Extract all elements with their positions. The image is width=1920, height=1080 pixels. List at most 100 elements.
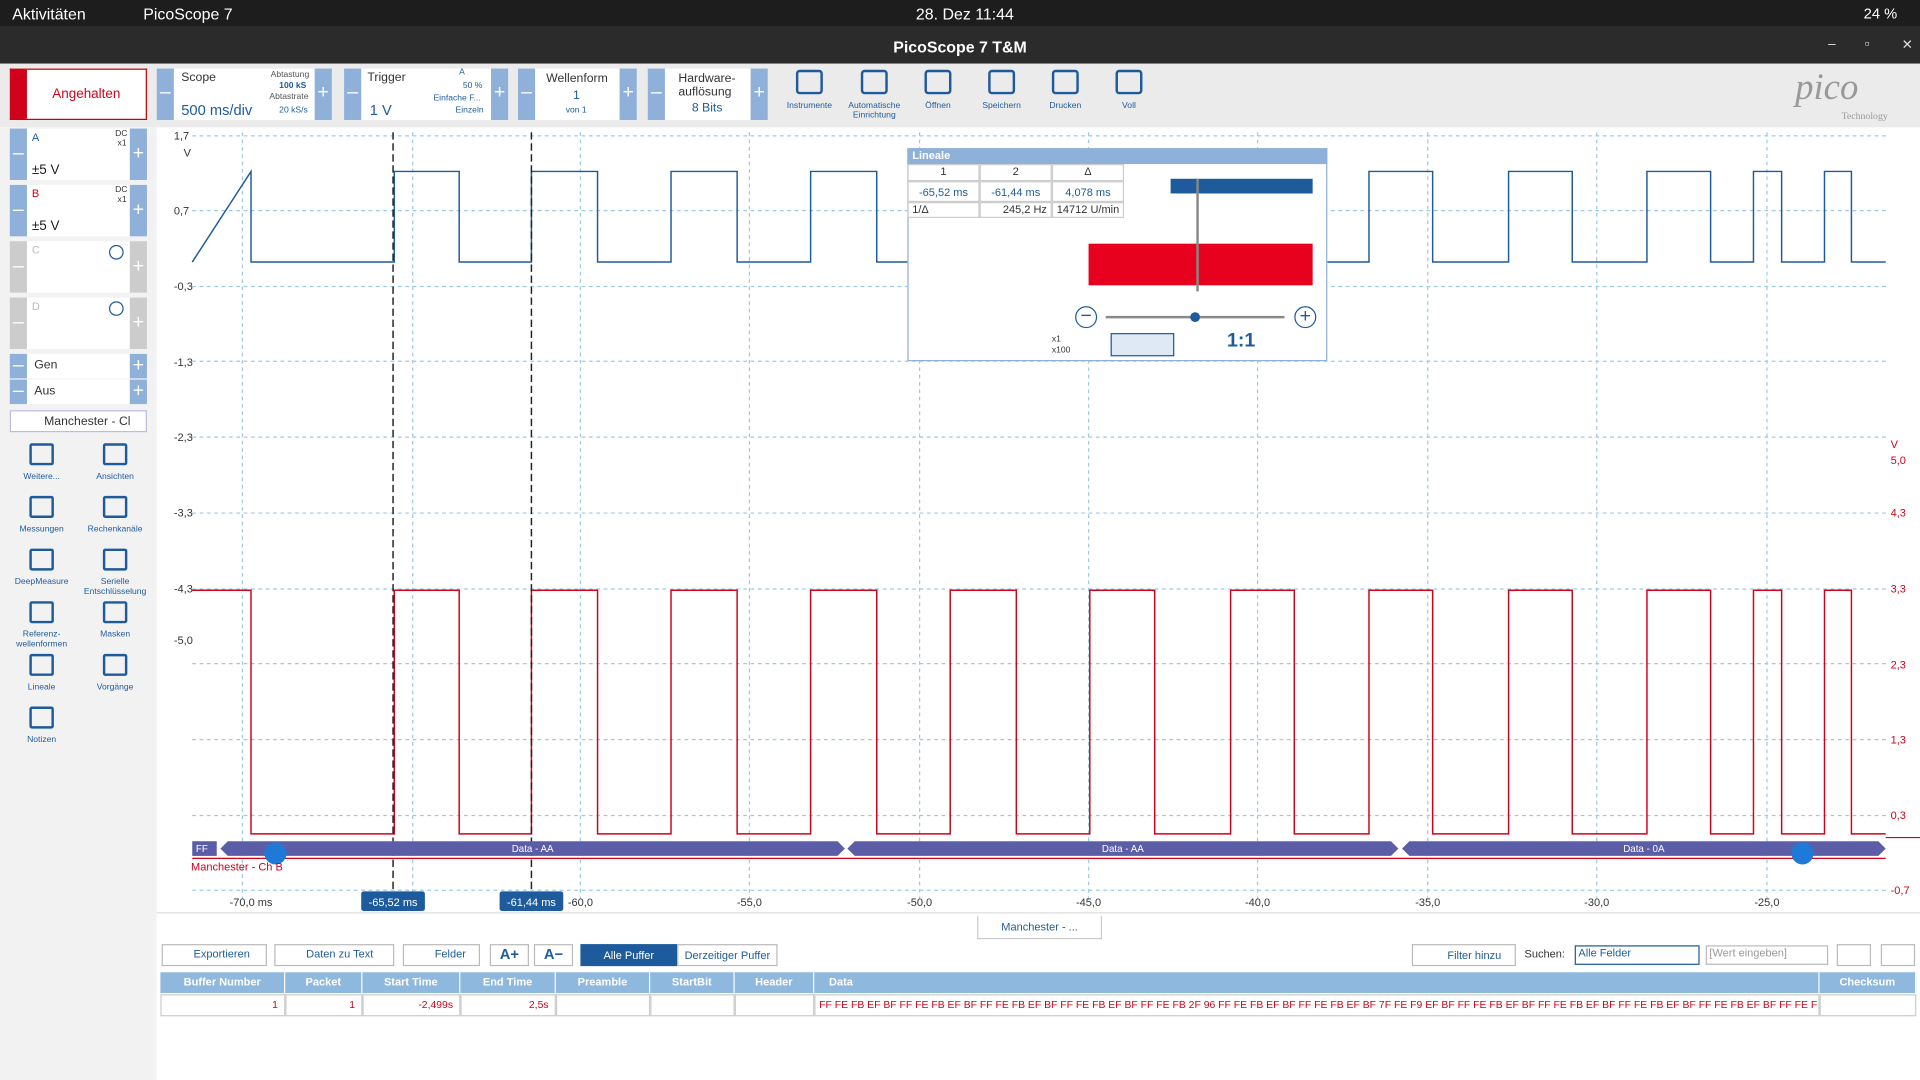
x-axis-label: -60,0 [568,897,593,909]
filter-button[interactable]: Filter hinzu [1411,944,1516,967]
tool-icon[interactable] [1051,69,1079,95]
tool-icon[interactable] [29,601,54,624]
table-cell [814,994,1820,1017]
table-header[interactable]: End Time [460,972,556,994]
probe: x1 [117,139,127,149]
tool-icon[interactable] [988,69,1016,95]
gen-box [9,353,147,379]
tool-icon[interactable] [924,69,952,95]
app-menu[interactable]: PicoScope 7 [143,4,233,24]
nav-button[interactable] [1791,842,1814,865]
minus-button[interactable]: – [9,379,27,405]
activities[interactable]: Aktivitäten [12,4,86,24]
tab[interactable]: Manchester - ... [977,915,1103,940]
tool-icon[interactable] [29,548,54,571]
minus-button[interactable]: – [9,128,27,180]
window-button[interactable]: – [1828,36,1836,52]
minus-button[interactable]: – [9,353,27,379]
minus-button[interactable]: – [9,297,27,349]
nav-button[interactable] [1880,944,1916,967]
label: auflösung [678,85,732,100]
nav-button[interactable] [264,842,287,865]
table-header[interactable]: Packet [285,972,363,994]
y2-axis-label: 3,3 [1891,584,1906,596]
tool-label: Öffnen [925,101,951,111]
tool-icon[interactable] [102,653,128,676]
y-axis-label: 1,7 [174,131,189,143]
plus-button[interactable]: + [750,68,768,120]
table-header[interactable]: Checksum [1819,972,1917,994]
table-header[interactable]: Preamble [555,972,651,994]
tool-icon[interactable] [29,706,54,729]
enable-icon[interactable] [108,244,124,260]
minus-button[interactable]: – [156,68,174,120]
button[interactable] [161,944,267,967]
font-button[interactable]: A+ [489,944,529,967]
table-header[interactable]: Start Time [362,972,461,994]
tool-icon[interactable] [29,495,54,518]
plus-button[interactable]: + [129,241,147,293]
window-button[interactable]: ▫ [1864,36,1870,52]
button[interactable] [274,944,395,967]
overview-a [1170,178,1313,194]
table-cell [650,994,735,1017]
table-header[interactable]: StartBit [650,972,735,994]
x-axis-label: -45,0 [1076,897,1101,909]
toggle-on[interactable]: Alle Puffer [580,944,678,967]
table-value: FF FE FB EF BF FF FE FB EF BF FF FE FB E… [819,997,1818,1011]
minus-button[interactable]: – [517,68,536,120]
tool-label: DeepMeasure [14,577,69,587]
table-header[interactable]: Header [734,972,815,994]
table-header[interactable]: Data [814,972,1820,994]
search-input[interactable]: [Wert eingeben] [1705,945,1829,965]
tool-icon[interactable] [1115,69,1143,95]
window-button[interactable]: ✕ [1901,37,1913,53]
minus-button[interactable]: – [344,68,362,120]
tool-toggle[interactable] [1110,333,1175,357]
enable-icon[interactable] [108,301,124,316]
plus-button[interactable]: + [129,128,147,180]
button[interactable] [402,944,480,967]
tool-icon[interactable] [795,69,823,95]
plus-button[interactable]: + [129,297,147,349]
decoder-chip[interactable] [9,410,147,433]
run-button[interactable]: Angehalten [9,68,147,120]
reset-zoom[interactable]: 1:1 [1226,330,1256,352]
zoom-in[interactable]: + [1294,306,1317,329]
x-axis-label: -25,0 [1754,897,1779,909]
plus-button[interactable]: + [314,68,332,120]
plus-button[interactable]: + [129,379,147,405]
button-label: Felder [434,947,466,960]
minus-button[interactable]: – [9,241,27,293]
search-field[interactable]: Alle Felder [1574,945,1700,965]
tool-icon[interactable] [102,495,128,518]
minus-button[interactable]: – [647,68,665,120]
tool-icon[interactable] [860,69,888,95]
tool-icon[interactable] [102,443,128,466]
channel-box [9,184,147,237]
table-header[interactable]: Buffer Number [160,972,286,994]
zoom-min: x1 [1051,335,1061,345]
y2-axis-label: 2,3 [1891,660,1906,672]
button-label: Exportieren [193,947,250,960]
minus-button[interactable]: – [9,184,27,237]
plus-button[interactable]: + [129,184,147,237]
tool-icon[interactable] [29,653,54,676]
y-axis-label: -5,0 [174,635,193,647]
resolution-group [647,68,768,120]
y2-axis-label: 1,3 [1891,734,1906,746]
tool-icon[interactable] [102,548,128,571]
cell: 245,2 Hz [979,202,1052,218]
nav-button[interactable] [1836,944,1872,967]
plus-button[interactable]: + [491,68,509,120]
font-button[interactable]: A− [533,944,574,967]
tool-icon[interactable] [29,443,54,466]
toggle-off[interactable]: Derzeitiger Puffer [677,944,778,967]
plus-button[interactable]: + [619,68,637,120]
zoom-out[interactable]: − [1075,306,1098,329]
zoom-knob[interactable] [1190,312,1200,323]
table-value: 1 [272,997,278,1011]
plus-button[interactable]: + [129,353,147,379]
probe: x1 [117,195,127,205]
tool-icon[interactable] [102,601,128,624]
